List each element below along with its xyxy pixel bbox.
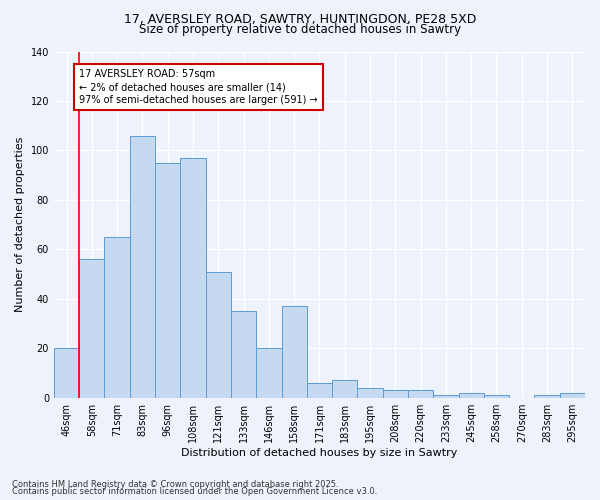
Bar xyxy=(231,311,256,398)
Bar xyxy=(358,388,383,398)
Y-axis label: Number of detached properties: Number of detached properties xyxy=(15,137,25,312)
Bar xyxy=(332,380,358,398)
Bar xyxy=(130,136,155,398)
Bar xyxy=(181,158,206,398)
Bar xyxy=(79,259,104,398)
Bar xyxy=(256,348,281,398)
Bar xyxy=(281,306,307,398)
X-axis label: Distribution of detached houses by size in Sawtry: Distribution of detached houses by size … xyxy=(181,448,458,458)
Bar xyxy=(104,237,130,398)
Bar xyxy=(458,393,484,398)
Text: Size of property relative to detached houses in Sawtry: Size of property relative to detached ho… xyxy=(139,22,461,36)
Bar xyxy=(307,383,332,398)
Text: 17 AVERSLEY ROAD: 57sqm
← 2% of detached houses are smaller (14)
97% of semi-det: 17 AVERSLEY ROAD: 57sqm ← 2% of detached… xyxy=(79,69,318,105)
Text: Contains public sector information licensed under the Open Government Licence v3: Contains public sector information licen… xyxy=(12,487,377,496)
Bar xyxy=(206,272,231,398)
Bar xyxy=(560,393,585,398)
Bar xyxy=(383,390,408,398)
Text: 17, AVERSLEY ROAD, SAWTRY, HUNTINGDON, PE28 5XD: 17, AVERSLEY ROAD, SAWTRY, HUNTINGDON, P… xyxy=(124,12,476,26)
Bar xyxy=(408,390,433,398)
Bar xyxy=(535,395,560,398)
Bar xyxy=(433,395,458,398)
Bar xyxy=(155,163,181,398)
Bar xyxy=(54,348,79,398)
Bar xyxy=(484,395,509,398)
Text: Contains HM Land Registry data © Crown copyright and database right 2025.: Contains HM Land Registry data © Crown c… xyxy=(12,480,338,489)
